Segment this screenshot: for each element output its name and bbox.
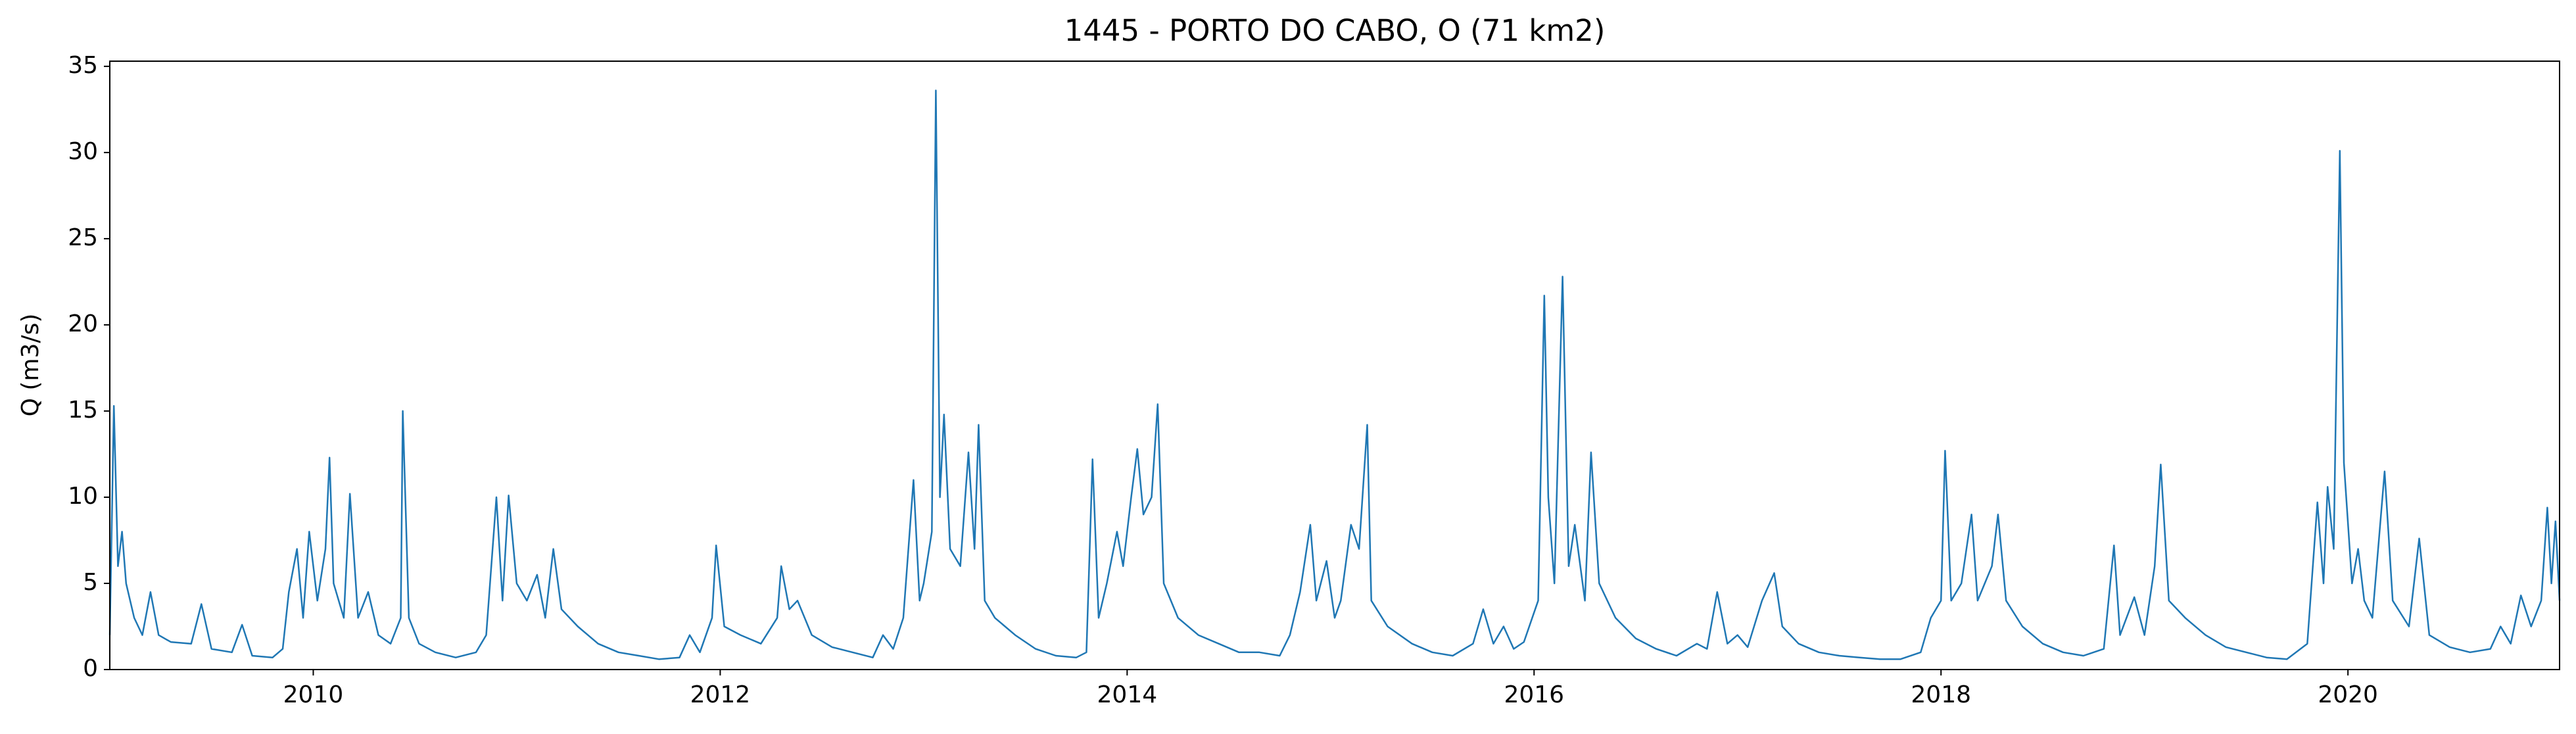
y-tick-label: 15 xyxy=(68,397,98,424)
plot-frame xyxy=(109,61,2560,670)
y-tick-label: 30 xyxy=(68,138,98,165)
chart-title: 1445 - PORTO DO CABO, O (71 km2) xyxy=(1064,13,1606,48)
y-tick-label: 5 xyxy=(83,569,98,596)
x-tick-label: 2012 xyxy=(690,681,751,708)
y-tick-label: 10 xyxy=(68,483,98,510)
x-tick-label: 2014 xyxy=(1097,681,1158,708)
line-series xyxy=(108,89,2561,660)
y-tick-label: 20 xyxy=(68,310,98,337)
x-tick-label: 2016 xyxy=(1504,681,1564,708)
y-tick-label: 35 xyxy=(68,52,98,79)
x-tick-label: 2010 xyxy=(283,681,344,708)
y-tick-label: 25 xyxy=(68,224,98,251)
y-axis-label: Q (m3/s) xyxy=(17,314,44,417)
x-tick-label: 2018 xyxy=(1911,681,1971,708)
y-tick-label: 0 xyxy=(83,655,98,682)
x-tick-label: 2020 xyxy=(2318,681,2378,708)
